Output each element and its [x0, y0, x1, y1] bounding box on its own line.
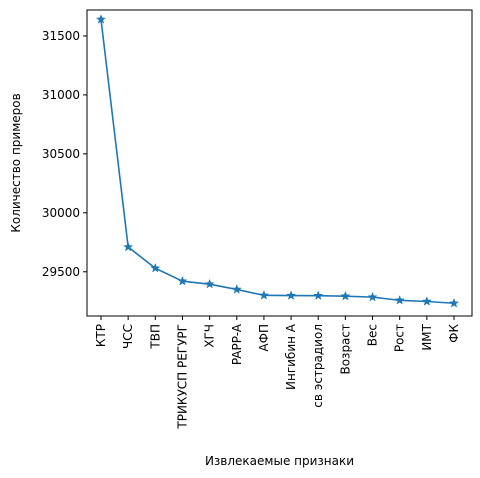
x-tick-label: Ингибин А — [284, 323, 298, 390]
x-tick-label: PAPP-A — [230, 323, 244, 365]
data-point-star — [258, 290, 269, 300]
y-tick-label: 29500 — [42, 265, 80, 279]
data-point-star — [313, 290, 324, 301]
y-tick-label: 30500 — [42, 147, 80, 161]
y-tick-label: 31500 — [42, 29, 80, 43]
data-point-star — [448, 297, 460, 308]
data-point-star — [177, 275, 188, 286]
data-point-star — [421, 296, 432, 306]
x-tick-label: ИМТ — [420, 323, 434, 350]
data-point-star — [231, 284, 242, 294]
y-tick-label: 31000 — [42, 88, 80, 102]
y-tick-label: 30000 — [42, 206, 80, 220]
y-axis: 29500 30000 30500 31000 31500 — [42, 29, 87, 279]
plot-frame — [86, 9, 473, 317]
x-tick-label: КТР — [94, 324, 108, 347]
x-tick-label: АФП — [257, 324, 271, 352]
data-point-star — [150, 262, 161, 273]
data-point-star — [123, 241, 134, 252]
x-tick-label: ТВП — [148, 324, 162, 350]
data-point-star — [95, 14, 107, 24]
y-axis-label: Количество примеров — [9, 93, 23, 232]
x-tick-label: Вес — [366, 324, 380, 346]
data-point-star — [286, 290, 297, 300]
x-tick-label: ТРИКУСП РЕГУРГ — [175, 324, 189, 430]
x-tick-label: ХГЧ — [203, 324, 217, 348]
data-point-star — [204, 278, 215, 289]
x-axis-label: Извлекаемые признаки — [205, 454, 354, 468]
x-tick-label: св эстрадиол — [311, 324, 325, 408]
x-tick-label: Возраст — [338, 324, 352, 375]
x-tick-label: ЧСС — [121, 324, 135, 349]
data-point-star — [340, 290, 351, 301]
x-axis: КТР ЧСС ТВП ТРИКУСП РЕГУРГ ХГЧ PAPP-A АФП Ингиб… — [94, 316, 461, 430]
plot-marks — [95, 14, 460, 308]
x-tick-label: Рост — [393, 324, 407, 352]
data-point-star — [367, 291, 378, 302]
series-line — [100, 19, 455, 305]
data-point-star — [394, 294, 405, 305]
x-tick-label: ФК — [447, 324, 461, 343]
